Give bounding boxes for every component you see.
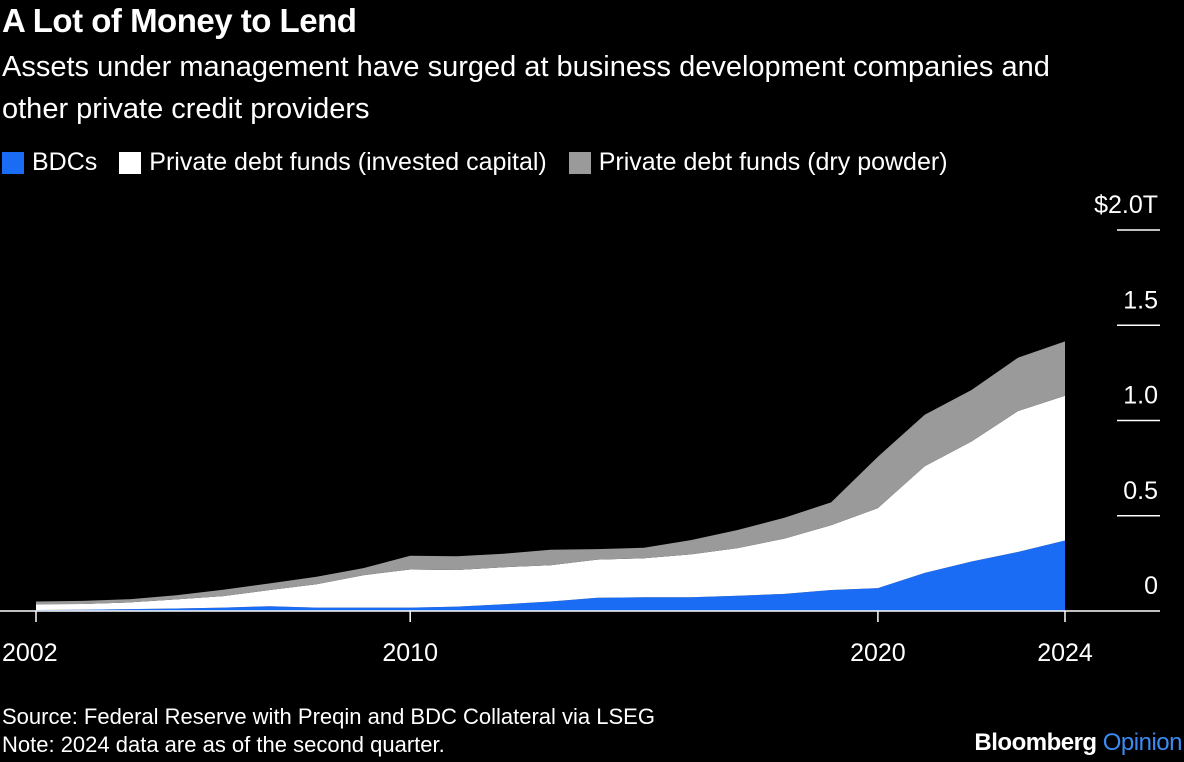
area-invested-capital [36, 395, 1065, 610]
x-tick-label: 2002 [2, 639, 58, 667]
x-tick-label: 2010 [382, 639, 438, 667]
legend: BDCs Private debt funds (invested capita… [2, 148, 970, 177]
stacked-area-chart: $2.0T 1.5 1.0 0.5 0 2002 2010 2020 2024 [0, 191, 1160, 667]
source-note: Source: Federal Reserve with Preqin and … [2, 704, 655, 729]
legend-label-dry-powder: Private debt funds (dry powder) [598, 148, 948, 176]
y-tick-label: 1.0 [1123, 382, 1158, 410]
logo-brand: Bloomberg [974, 729, 1097, 756]
legend-item-invested-capital: Private debt funds (invested capital) [119, 148, 547, 177]
data-note: Note: 2024 data are as of the second qua… [2, 732, 445, 757]
legend-item-dry-powder: Private debt funds (dry powder) [568, 148, 948, 177]
footer: Source: Federal Reserve with Preqin and … [2, 703, 655, 759]
legend-swatch-bdcs [2, 151, 24, 174]
y-tick-label: 1.5 [1123, 286, 1158, 314]
area-dry-powder [36, 341, 1065, 605]
legend-label-bdcs: BDCs [32, 148, 98, 176]
y-tick-label: 0.5 [1123, 477, 1158, 505]
legend-swatch-dry-powder [568, 151, 591, 174]
bloomberg-opinion-logo: Bloomberg Opinion [974, 729, 1182, 757]
legend-item-bdcs: BDCs [2, 148, 97, 177]
legend-swatch-invested-capital [119, 151, 142, 174]
chart-subtitle: Assets under management have surged at b… [2, 51, 1050, 125]
chart-title: A Lot of Money to Lend [2, 2, 357, 39]
legend-label-invested-capital: Private debt funds (invested capital) [149, 148, 547, 176]
logo-section: Opinion [1102, 729, 1183, 756]
x-tick-label: 2020 [850, 639, 906, 667]
x-tick-label: 2024 [1037, 639, 1093, 667]
y-tick-label: $2.0T [1094, 191, 1158, 219]
y-tick-label: 0 [1144, 572, 1158, 600]
area-bdcs [36, 540, 1065, 611]
